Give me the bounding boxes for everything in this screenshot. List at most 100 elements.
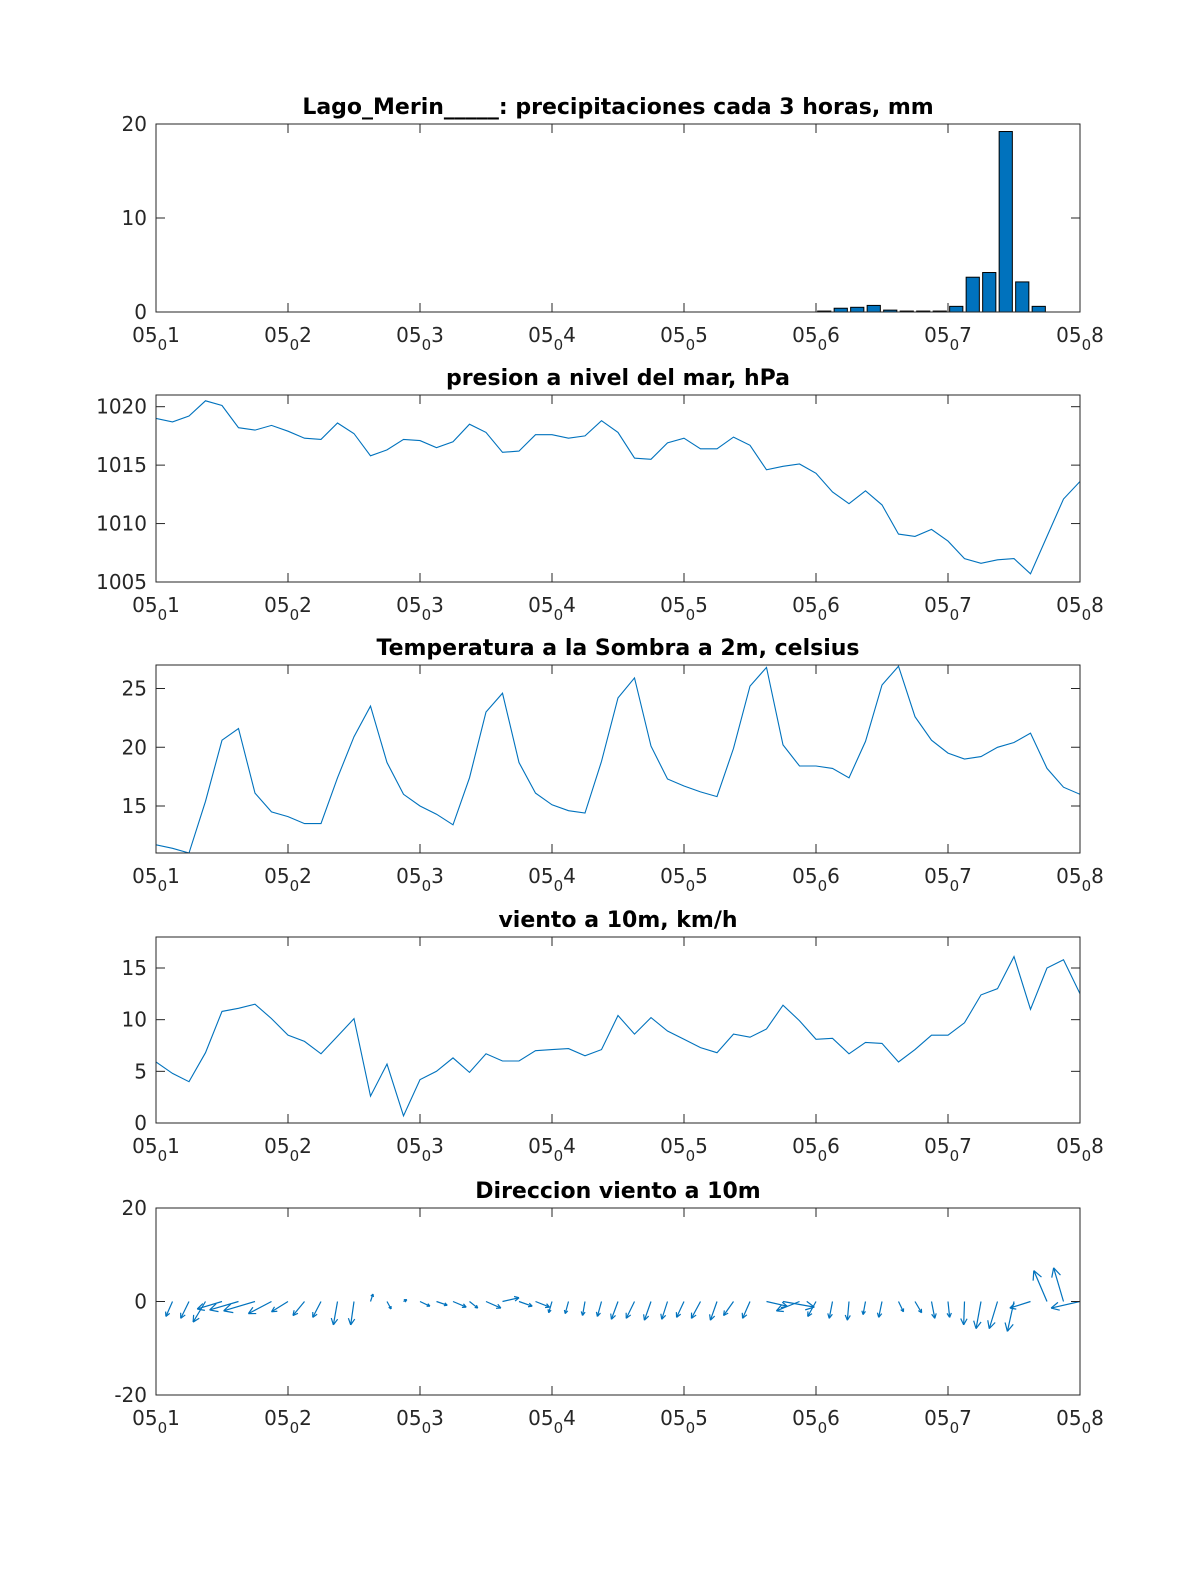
wind-arrow — [270, 1300, 289, 1313]
wind-arrow — [625, 1301, 636, 1319]
x-tick-label: 0503 — [396, 864, 444, 895]
y-tick-label: 25 — [122, 677, 147, 701]
y-tick-label: 10 — [122, 1008, 147, 1032]
x-tick-label: 0504 — [528, 323, 576, 354]
wind-arrow — [741, 1301, 751, 1319]
x-tick-label: 0507 — [924, 1406, 972, 1437]
chart-panel-5: Direccion viento a 10m -20 0 20 0501 0502 0503… — [114, 1179, 1104, 1437]
series-line — [156, 400, 1080, 575]
x-tick-label: 0501 — [132, 593, 180, 624]
wind-arrow — [675, 1301, 685, 1318]
bar — [1031, 305, 1046, 312]
x-tick-label: 0506 — [792, 593, 840, 624]
wind-arrow — [930, 1301, 937, 1319]
wind-arrow — [165, 1301, 174, 1317]
chart-title: Direccion viento a 10m — [475, 1179, 760, 1204]
chart-panel-3: Temperatura a la Sombra a 2m, celsius 15 2… — [122, 636, 1104, 895]
wind-arrow — [1009, 1300, 1031, 1310]
axes-box — [155, 664, 1081, 854]
wind-arrow — [485, 1300, 502, 1309]
x-tick-label: 0506 — [792, 1134, 840, 1165]
x-tick-label: 0508 — [1056, 323, 1104, 354]
x-tick-label: 0502 — [264, 593, 312, 624]
wind-arrow — [987, 1301, 999, 1330]
x-tick-label: 0504 — [528, 1134, 576, 1165]
plot-area — [156, 665, 1080, 853]
wind-arrow — [709, 1301, 718, 1321]
wind-arrow — [807, 1301, 817, 1317]
x-tick-label: 0502 — [264, 1406, 312, 1437]
bar — [833, 307, 848, 312]
x-tick-label: 0503 — [396, 593, 444, 624]
y-tick-label: 0 — [134, 1290, 147, 1314]
chart-panel-2: presion a nivel del mar, hPa 1005 1010 1015… — [96, 366, 1104, 624]
wind-arrow — [369, 1293, 375, 1302]
x-tick-label: 0507 — [924, 864, 972, 895]
chart-title: viento a 10m, km/h — [498, 908, 737, 933]
wind-arrow — [518, 1300, 533, 1308]
plot-area — [156, 400, 1080, 575]
wind-arrow — [180, 1301, 190, 1319]
chart-title: Lago_Merin_____: precipitaciones cada 3 … — [302, 95, 933, 120]
chart-title: presion a nivel del mar, hPa — [446, 366, 790, 391]
plot-area — [817, 131, 1046, 312]
x-tick-label: 0503 — [396, 1134, 444, 1165]
wind-arrow — [844, 1301, 851, 1321]
wind-arrow — [535, 1300, 550, 1309]
x-tick-label: 0505 — [660, 1406, 708, 1437]
bar — [866, 304, 881, 312]
wind-arrow — [827, 1301, 834, 1319]
x-tick-label: 0507 — [924, 323, 972, 354]
x-tick-label: 0505 — [660, 1134, 708, 1165]
x-tick-label: 0504 — [528, 593, 576, 624]
chart-panel-1: Lago_Merin_____: precipitaciones cada 3 … — [122, 95, 1104, 354]
bar — [1015, 281, 1030, 312]
wind-arrow — [386, 1301, 392, 1310]
wind-arrow — [580, 1301, 586, 1316]
x-tick-label: 0503 — [396, 323, 444, 354]
wind-arrow — [436, 1300, 448, 1307]
y-tick-label: 1005 — [96, 570, 147, 594]
wind-arrow — [192, 1301, 207, 1323]
wind-arrow — [312, 1301, 322, 1318]
y-tick-label: -20 — [114, 1383, 147, 1407]
wind-arrow — [452, 1300, 467, 1309]
chart-panel-4: viento a 10m, km/h 0 5 10 15 0501 0502 0503 0504… — [122, 908, 1104, 1165]
wind-arrow — [946, 1301, 952, 1318]
wind-arrow — [223, 1300, 256, 1314]
wind-arrow — [973, 1301, 982, 1329]
x-tick-label: 0501 — [132, 864, 180, 895]
wind-arrow — [960, 1301, 968, 1326]
x-tick-label: 0508 — [1056, 1134, 1104, 1165]
wind-arrow — [782, 1300, 815, 1311]
x-tick-label: 0506 — [792, 323, 840, 354]
wind-arrow — [196, 1300, 223, 1311]
wind-arrow — [660, 1301, 669, 1320]
wind-arrow — [610, 1301, 619, 1320]
wind-arrow — [595, 1301, 603, 1317]
axes-box — [155, 936, 1081, 1124]
x-tick-label: 0507 — [924, 1134, 972, 1165]
wind-arrow — [403, 1299, 408, 1303]
wind-arrow — [330, 1301, 339, 1326]
y-tick-label: 1015 — [96, 453, 147, 477]
x-tick-label: 0506 — [792, 864, 840, 895]
y-tick-label: 20 — [122, 735, 147, 759]
wind-arrow — [690, 1301, 702, 1319]
plot-area — [156, 1267, 1080, 1332]
wind-arrow — [1050, 1300, 1080, 1311]
bar — [982, 272, 997, 312]
wind-arrow — [209, 1300, 239, 1313]
axes-box — [155, 123, 1081, 313]
y-tick-label: 15 — [122, 956, 147, 980]
x-tick-label: 0505 — [660, 864, 708, 895]
wind-arrow — [766, 1300, 788, 1309]
plot-area — [156, 955, 1080, 1118]
y-tick-label: 1010 — [96, 512, 147, 536]
x-tick-label: 0508 — [1056, 593, 1104, 624]
chart-title: Temperatura a la Sombra a 2m, celsius — [376, 636, 859, 661]
x-tick-label: 0503 — [396, 1406, 444, 1437]
axes-box — [155, 394, 1081, 583]
wind-arrow — [347, 1301, 356, 1326]
